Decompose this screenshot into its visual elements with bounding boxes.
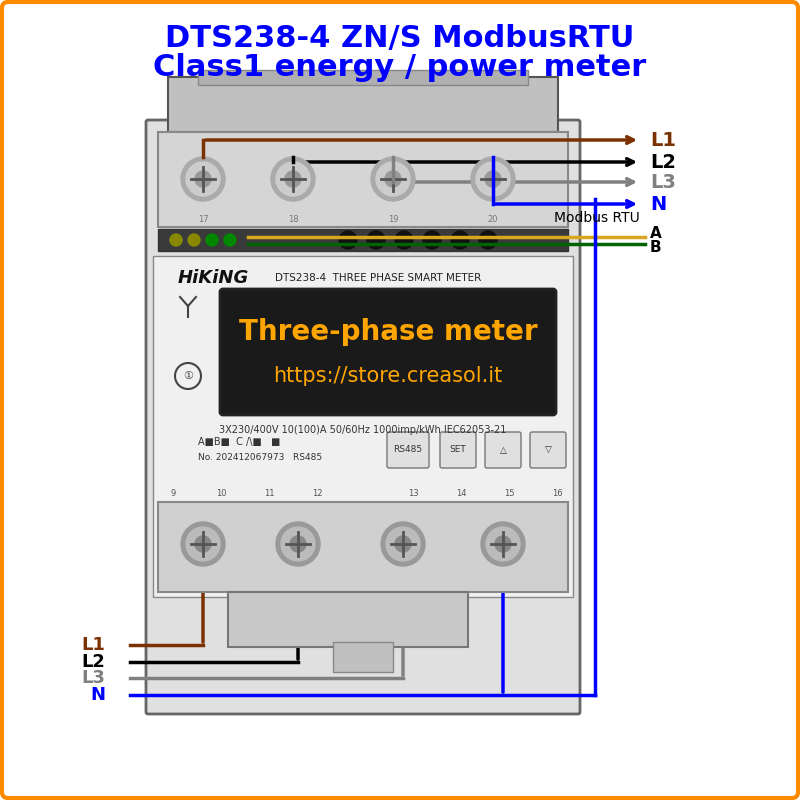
Circle shape [290, 536, 306, 552]
Circle shape [371, 157, 415, 201]
Circle shape [486, 527, 520, 561]
Text: 19: 19 [388, 214, 398, 223]
Circle shape [188, 234, 200, 246]
Text: L3: L3 [81, 669, 105, 687]
FancyBboxPatch shape [387, 432, 429, 468]
Text: 16: 16 [552, 490, 562, 498]
Text: DTS238-4 ZN/S ModbusRTU: DTS238-4 ZN/S ModbusRTU [166, 23, 634, 53]
Text: 14: 14 [456, 490, 466, 498]
Circle shape [395, 231, 413, 249]
Bar [228, 592, 468, 647]
Text: ▽: ▽ [545, 446, 551, 454]
Circle shape [376, 162, 410, 196]
Circle shape [181, 522, 225, 566]
Text: B: B [650, 239, 662, 254]
Circle shape [181, 157, 225, 201]
Text: ①: ① [183, 371, 193, 381]
Text: A■B■  C /\■   ■: A■B■ C /\■ ■ [198, 437, 280, 447]
Circle shape [476, 162, 510, 196]
Circle shape [339, 231, 357, 249]
Text: L3: L3 [650, 173, 676, 191]
Circle shape [367, 231, 385, 249]
Text: 15: 15 [504, 490, 514, 498]
FancyBboxPatch shape [530, 432, 566, 468]
Circle shape [385, 171, 401, 187]
Text: Class1 energy / power meter: Class1 energy / power meter [154, 53, 646, 82]
Text: N: N [90, 686, 105, 704]
FancyBboxPatch shape [485, 432, 521, 468]
FancyBboxPatch shape [146, 120, 580, 714]
Circle shape [206, 234, 218, 246]
Text: 3X230/400V 10(100)A 50/60Hz 1000imp/kWh IEC62053-21: 3X230/400V 10(100)A 50/60Hz 1000imp/kWh … [219, 425, 506, 435]
Bar [158, 502, 568, 592]
Circle shape [224, 234, 236, 246]
Text: HiKiNG: HiKiNG [178, 269, 249, 287]
Circle shape [471, 157, 515, 201]
Circle shape [276, 522, 320, 566]
Bar [158, 132, 568, 227]
Text: 10: 10 [216, 490, 226, 498]
Text: 18: 18 [288, 214, 298, 223]
Circle shape [423, 231, 441, 249]
Text: L1: L1 [81, 636, 105, 654]
Text: 11: 11 [264, 490, 274, 498]
Bar [333, 642, 393, 672]
Bar [153, 256, 573, 597]
Text: https://store.creasol.it: https://store.creasol.it [274, 366, 502, 386]
Circle shape [195, 536, 211, 552]
Circle shape [495, 536, 511, 552]
Bar [168, 77, 558, 132]
Circle shape [395, 536, 411, 552]
Circle shape [479, 231, 497, 249]
Circle shape [381, 522, 425, 566]
Circle shape [285, 171, 301, 187]
Text: L2: L2 [81, 653, 105, 671]
Circle shape [186, 162, 220, 196]
Text: L2: L2 [650, 153, 676, 171]
Circle shape [451, 231, 469, 249]
Text: △: △ [499, 446, 506, 454]
Text: No. 202412067973   RS485: No. 202412067973 RS485 [198, 454, 322, 462]
Circle shape [481, 522, 525, 566]
Text: 17: 17 [198, 214, 208, 223]
Text: Three-phase meter: Three-phase meter [238, 318, 538, 346]
Text: 20: 20 [488, 214, 498, 223]
Text: L1: L1 [650, 130, 676, 150]
Text: 9: 9 [170, 490, 176, 498]
FancyBboxPatch shape [220, 289, 556, 415]
Circle shape [186, 527, 220, 561]
Text: 12: 12 [312, 490, 322, 498]
Bar [198, 70, 528, 85]
Text: 13: 13 [408, 490, 418, 498]
Text: SET: SET [450, 446, 466, 454]
Text: A: A [650, 226, 662, 242]
Text: DTS238-4  THREE PHASE SMART METER: DTS238-4 THREE PHASE SMART METER [275, 273, 481, 283]
Circle shape [281, 527, 315, 561]
Bar [158, 229, 568, 251]
Circle shape [195, 171, 211, 187]
Circle shape [386, 527, 420, 561]
Circle shape [276, 162, 310, 196]
Circle shape [271, 157, 315, 201]
Circle shape [485, 171, 501, 187]
Text: RS485: RS485 [394, 446, 422, 454]
Text: N: N [650, 194, 666, 214]
Circle shape [170, 234, 182, 246]
Text: Modbus RTU: Modbus RTU [554, 211, 640, 225]
FancyBboxPatch shape [440, 432, 476, 468]
